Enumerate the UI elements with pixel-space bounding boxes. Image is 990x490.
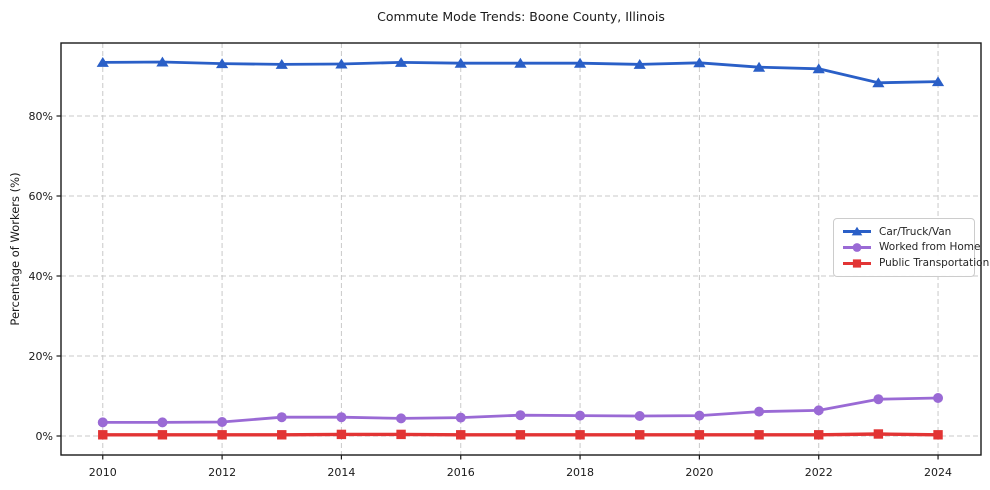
marker-car-truck-van [752, 61, 766, 72]
marker-public-transportation [694, 430, 705, 440]
marker-public-transportation [575, 430, 585, 440]
marker-public-transportation [515, 430, 526, 440]
y-tick-label: 80% [29, 110, 53, 123]
x-tick-label: 2016 [447, 466, 475, 479]
legend-item-worked-from-home: Worked from Home [842, 241, 980, 254]
marker-public-transportation [277, 430, 287, 440]
marker-worked-from-home [396, 413, 407, 424]
x-tick-label: 2022 [805, 466, 833, 479]
marker-worked-from-home [217, 417, 228, 427]
marker-public-transportation [635, 430, 645, 440]
legend-label: Car/Truck/Van [879, 225, 952, 238]
legend-item-public-transportation: Public Transportation [842, 257, 989, 270]
marker-public-transportation [933, 430, 943, 440]
marker-worked-from-home [276, 412, 287, 423]
legend-marker-icon [852, 259, 862, 268]
marker-car-truck-van [156, 56, 169, 67]
marker-car-truck-van [275, 59, 288, 69]
x-tick-label: 2010 [89, 466, 117, 479]
marker-car-truck-van [931, 76, 945, 87]
marker-public-transportation [456, 430, 466, 440]
legend: Car/Truck/Van Worked from Home Public Tran… [833, 218, 989, 277]
marker-public-transportation [873, 429, 884, 439]
marker-public-transportation [157, 430, 168, 440]
legend-marker-icon [852, 243, 862, 252]
x-tick-label: 2012 [208, 466, 236, 479]
marker-car-truck-van [335, 58, 348, 69]
marker-public-transportation [217, 430, 227, 440]
legend-marker-icon [851, 227, 863, 236]
marker-car-truck-van [633, 59, 646, 69]
marker-worked-from-home [336, 412, 347, 423]
x-tick-label: 2018 [566, 466, 594, 479]
marker-car-truck-van [96, 57, 109, 67]
y-tick-label: 20% [29, 350, 53, 363]
marker-worked-from-home [575, 410, 586, 421]
marker-public-transportation [98, 430, 108, 440]
x-tick-label: 2024 [924, 466, 952, 479]
legend-label: Worked from Home [879, 241, 981, 254]
marker-car-truck-van [812, 63, 825, 74]
marker-car-truck-van [514, 57, 527, 68]
marker-public-transportation [396, 429, 406, 440]
marker-public-transportation [336, 429, 347, 440]
marker-worked-from-home [754, 406, 765, 417]
legend-swatch-triangle-icon [843, 227, 871, 236]
x-tick-label: 2020 [685, 466, 713, 479]
chart-title: Commute Mode Trends: Boone County, Illin… [377, 9, 665, 24]
marker-worked-from-home [455, 412, 466, 423]
marker-car-truck-van [872, 77, 885, 88]
marker-worked-from-home [933, 393, 944, 403]
marker-car-truck-van [693, 57, 706, 68]
marker-worked-from-home [873, 394, 884, 405]
plot-border [60, 42, 982, 456]
marker-worked-from-home [97, 417, 108, 428]
marker-worked-from-home [157, 417, 168, 428]
legend-swatch-square-icon [843, 259, 871, 268]
marker-worked-from-home [813, 405, 824, 416]
marker-worked-from-home [634, 411, 645, 421]
y-tick-label: 40% [29, 270, 53, 283]
y-tick-label: 0% [36, 430, 53, 443]
marker-public-transportation [814, 430, 824, 440]
legend-item-car-truck-van: Car/Truck/Van [842, 225, 966, 238]
plot-background [61, 43, 981, 455]
marker-car-truck-van [215, 58, 229, 69]
legend-label: Public Transportation [879, 257, 990, 270]
x-tick-label: 2014 [327, 466, 355, 479]
y-tick-label: 60% [29, 190, 53, 203]
marker-worked-from-home [694, 410, 705, 421]
marker-car-truck-van [394, 57, 408, 67]
marker-worked-from-home [515, 410, 526, 421]
marker-car-truck-van [454, 57, 467, 68]
marker-public-transportation [754, 430, 764, 440]
marker-car-truck-van [573, 57, 587, 68]
legend-swatch-circle-icon [843, 243, 871, 252]
